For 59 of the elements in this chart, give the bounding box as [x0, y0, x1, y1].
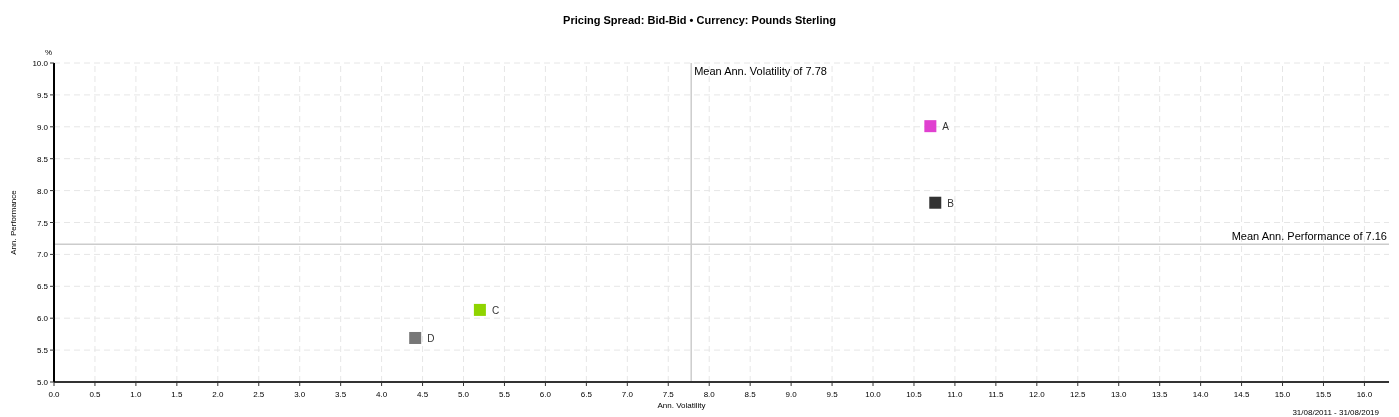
y-axis-title: Ann. Performance	[9, 189, 18, 255]
x-tick-label: 2.5	[253, 390, 265, 399]
x-tick-label: 14.5	[1233, 390, 1250, 399]
x-tick-label: 12.0	[1029, 390, 1046, 399]
y-tick-label: 8.5	[36, 154, 49, 164]
x-tick-label: 1.0	[130, 390, 143, 399]
text: %	[44, 48, 52, 57]
y-tick-label: 8.0	[36, 186, 49, 196]
y-tick-label: 7.0	[36, 250, 49, 260]
point	[473, 303, 486, 316]
x-tick-label: 9.5	[826, 390, 839, 399]
x-tick-label: 8.0	[703, 390, 716, 399]
x-tick-label: 13.5	[1151, 390, 1169, 399]
x-tick-label: 15.5	[1315, 390, 1332, 399]
x-axis-title: Ann. Volatility	[657, 401, 706, 410]
x-tick-label: 13.0	[1110, 390, 1128, 399]
x-tick-label: 0.5	[89, 390, 102, 399]
chart-title: Pricing Spread: Bid-Bid • Currency: Pounds Sterling	[563, 14, 836, 26]
x-tick-label: 14.0	[1192, 390, 1209, 399]
x-tick-label: 9.0	[785, 390, 798, 399]
x-tick-label: 16.0	[1356, 390, 1373, 399]
x-tick-label: 2.0	[212, 390, 224, 399]
x-tick-label: 5.5	[498, 390, 511, 399]
y-tick-label: 10.0	[32, 59, 49, 68]
x-tick-label: 3.5	[335, 390, 347, 399]
x-tick-label: 11.5	[988, 390, 1004, 399]
x-tick-label: 4.0	[376, 390, 388, 399]
y-tick-label: 6.5	[36, 282, 49, 292]
series-label: A	[942, 121, 950, 133]
x-tick-label: 8.5	[744, 390, 757, 399]
x-tick-label: 7.5	[662, 390, 675, 399]
x-tick-label: 4.5	[417, 390, 429, 399]
point	[929, 196, 942, 209]
x-tick-label: 6.5	[580, 390, 593, 399]
x-tick-label: 5.0	[457, 390, 470, 399]
series-label: C	[491, 304, 500, 316]
point	[924, 120, 937, 133]
x-tick-label: 12.5	[1069, 390, 1087, 399]
x-tick-label: 3.0	[294, 390, 306, 399]
text: 31/08/2011 - 31/08/2019	[1292, 408, 1380, 417]
y-tick-label: 9.5	[36, 90, 49, 100]
ref-line-label: Mean Ann. Volatility of 7.78	[694, 65, 827, 77]
x-tick-label: 6.0	[539, 390, 552, 399]
y-tick-label: 7.5	[36, 218, 49, 228]
x-tick-label: 7.0	[621, 390, 634, 399]
x-tick-label: 0.0	[48, 390, 61, 399]
x-tick-label: 10.5	[906, 390, 923, 399]
x-tick-label: 10.0	[865, 390, 882, 399]
y-tick-label: 5.0	[36, 378, 49, 387]
y-tick-label: 5.5	[36, 346, 49, 356]
series-label: D	[427, 332, 435, 344]
y-tick-label: 6.0	[36, 314, 49, 324]
point	[409, 331, 422, 344]
x-tick-label: 1.5	[171, 390, 183, 399]
x-tick-label: 11.0	[947, 390, 963, 399]
ref-line-label: Mean Ann. Performance of 7.16	[1231, 230, 1387, 243]
y-tick-label: 9.0	[36, 122, 49, 132]
x-tick-label: 15.0	[1274, 390, 1291, 399]
series-label: B	[947, 197, 955, 209]
